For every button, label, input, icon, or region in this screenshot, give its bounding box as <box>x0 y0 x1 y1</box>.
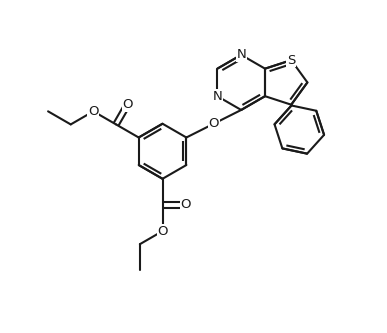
Text: S: S <box>287 54 295 67</box>
Text: O: O <box>180 198 191 211</box>
Text: O: O <box>88 105 99 118</box>
Text: N: N <box>236 48 246 61</box>
Text: N: N <box>212 90 222 103</box>
Text: O: O <box>209 117 219 130</box>
Text: O: O <box>122 98 133 111</box>
Text: O: O <box>157 224 168 238</box>
